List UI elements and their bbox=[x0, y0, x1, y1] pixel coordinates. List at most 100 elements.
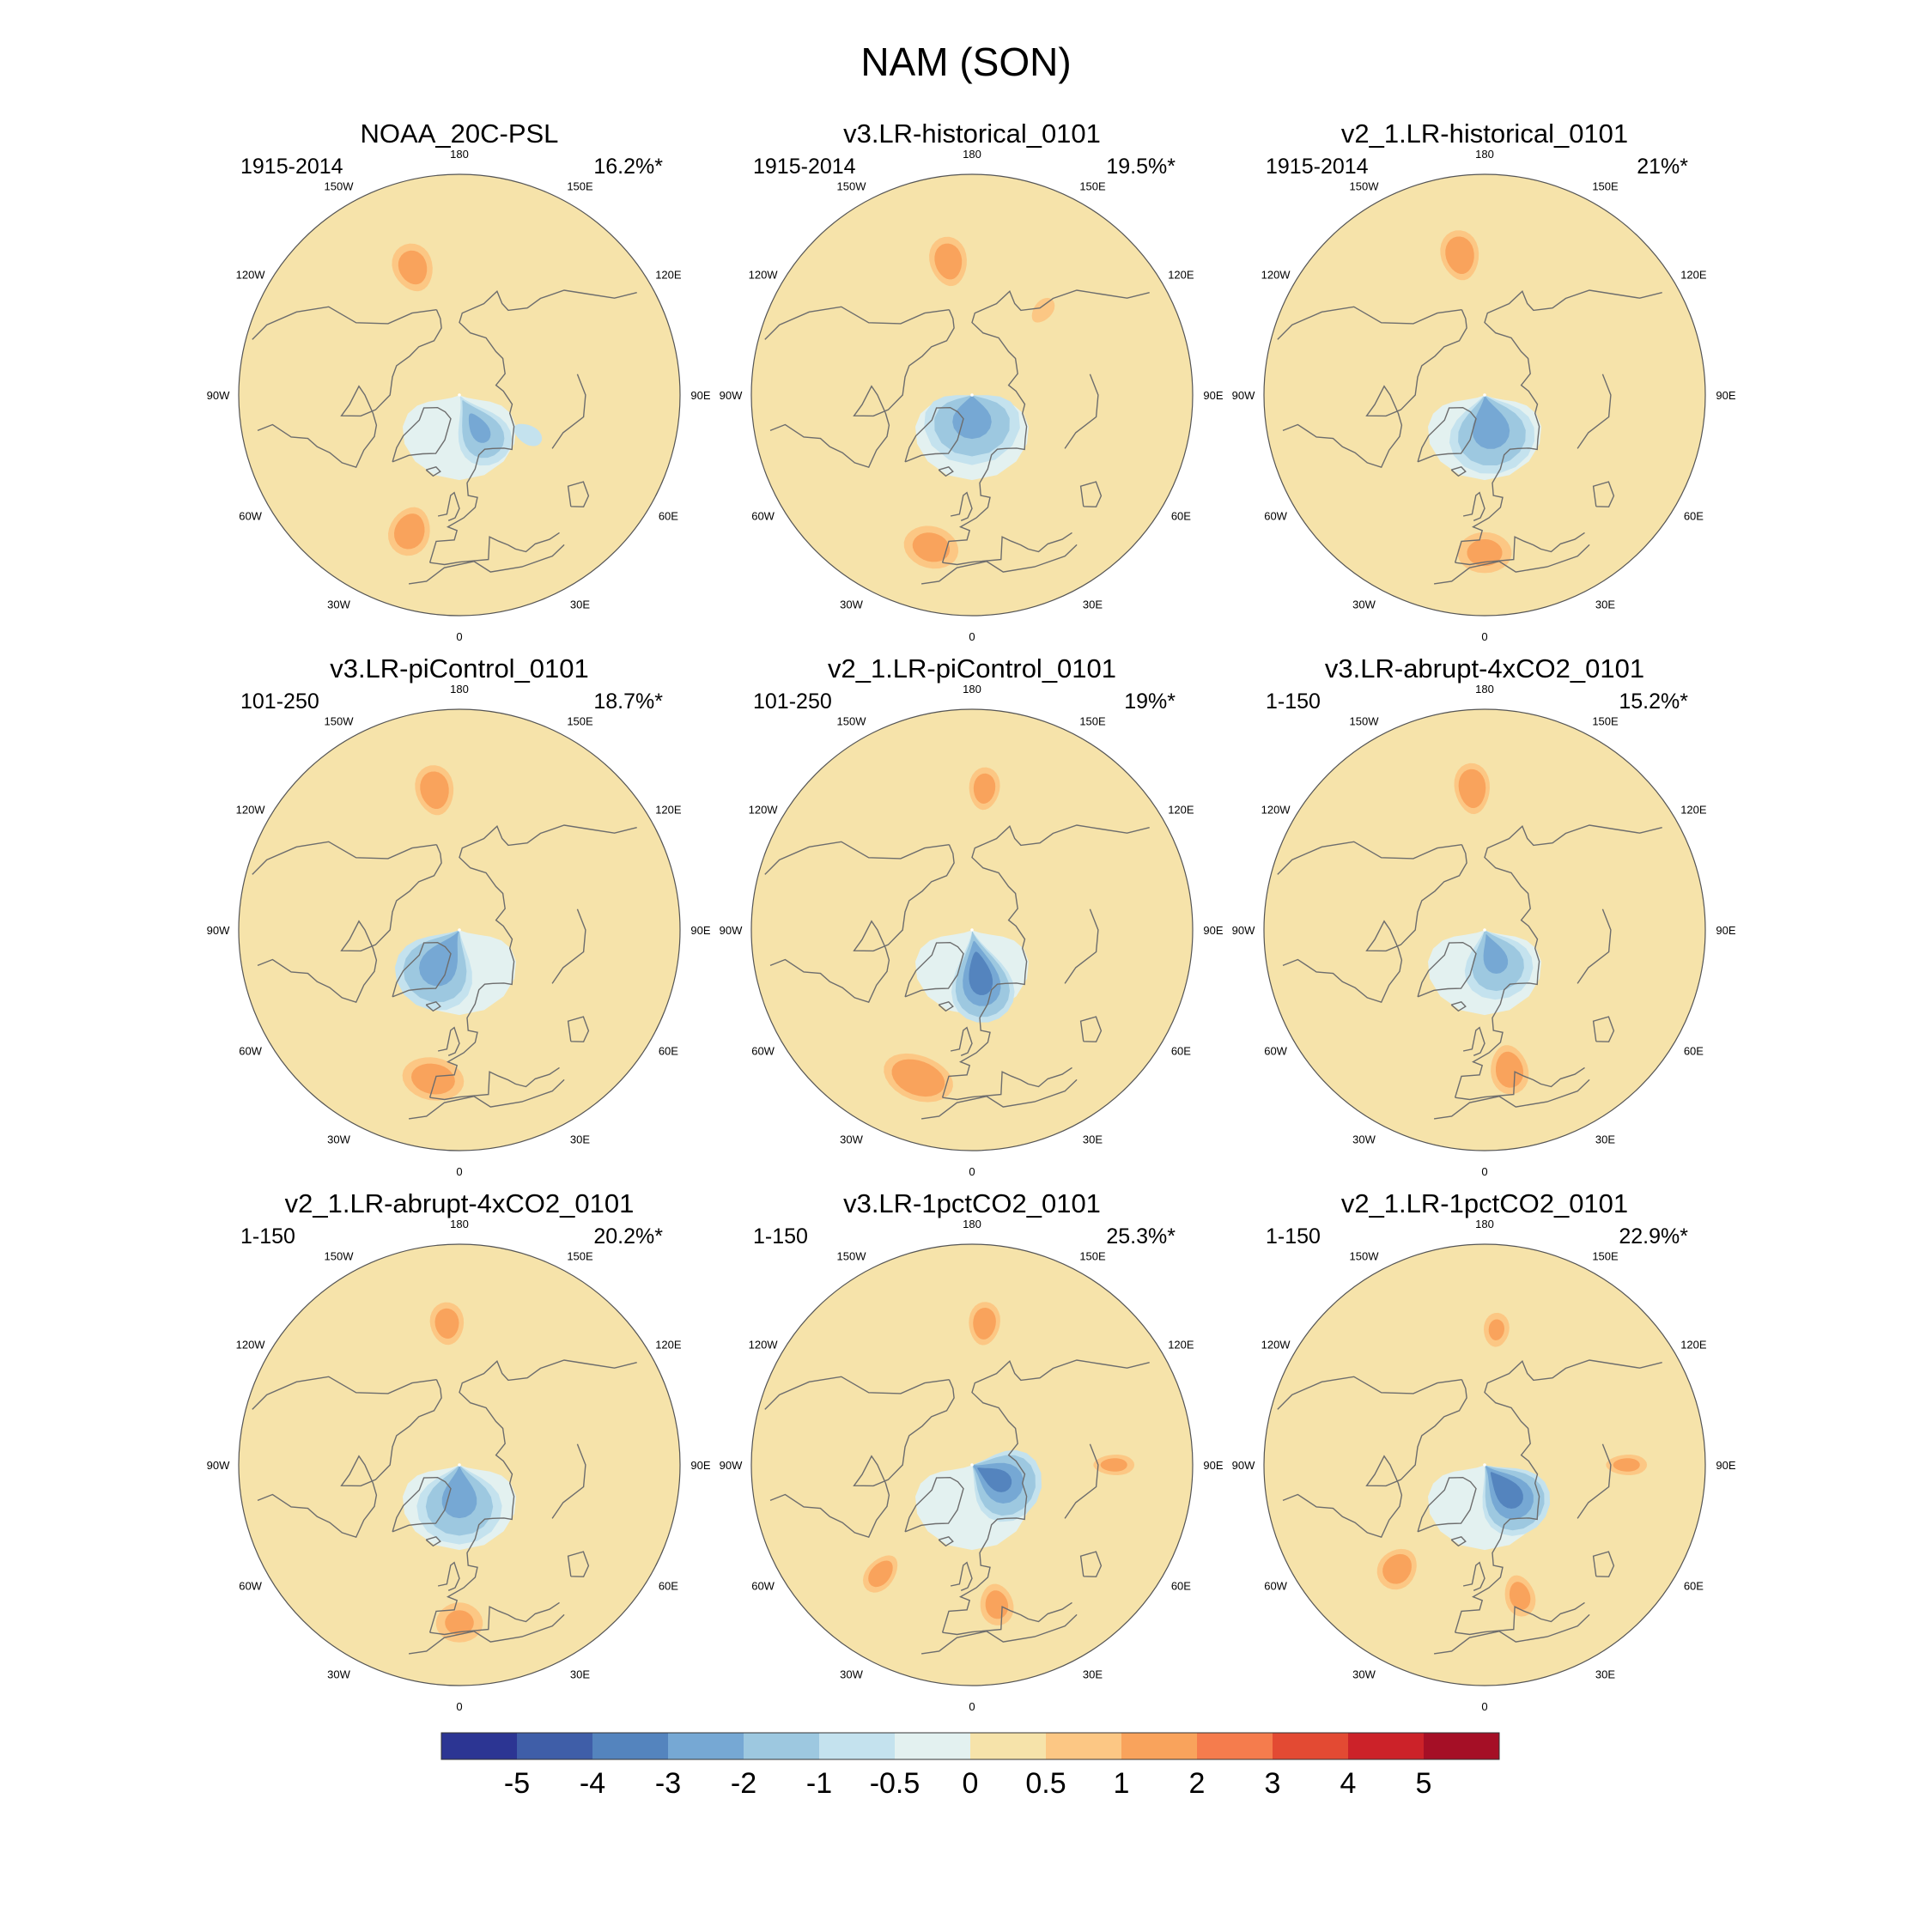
longitude-label: 30E bbox=[1595, 1668, 1615, 1680]
colorbar-tick-label: -1 bbox=[806, 1767, 832, 1800]
longitude-label: 0 bbox=[969, 630, 975, 643]
coastline bbox=[428, 289, 637, 563]
longitude-label: 60E bbox=[659, 510, 678, 523]
longitude-label: 30W bbox=[840, 1133, 863, 1145]
panel-grid: 180 150E 120E 90E 60E 30E 0 30W 60W 90W 120W 150W NO… bbox=[207, 118, 1736, 1713]
longitude-label: 150E bbox=[1592, 715, 1619, 728]
longitude-label: 90E bbox=[1203, 389, 1223, 402]
coastline bbox=[938, 466, 954, 477]
coastline bbox=[950, 491, 973, 521]
longitude-label: 90W bbox=[1232, 389, 1255, 402]
positive-anomaly-contour bbox=[1488, 1319, 1504, 1340]
longitude-label: 180 bbox=[963, 683, 981, 696]
coastline bbox=[437, 1561, 460, 1591]
variance-label: 19.5%* bbox=[1106, 155, 1176, 179]
coastline bbox=[392, 941, 452, 998]
longitude-label: 150E bbox=[567, 180, 593, 193]
coastline bbox=[764, 841, 950, 875]
coastline bbox=[938, 1536, 954, 1547]
coastline bbox=[1064, 374, 1099, 449]
variance-label: 15.2%* bbox=[1619, 690, 1688, 714]
coastline bbox=[428, 1359, 637, 1633]
coastline bbox=[904, 406, 964, 463]
colorbar-swatch bbox=[1424, 1733, 1499, 1759]
longitude-label: 150E bbox=[567, 715, 593, 728]
longitude-label: 30W bbox=[327, 1668, 350, 1680]
colorbar-tick-label: 5 bbox=[1416, 1767, 1432, 1800]
map-boundary bbox=[750, 173, 1194, 617]
longitude-label: 90E bbox=[690, 924, 710, 937]
longitude-label: 120W bbox=[1261, 804, 1291, 817]
pole-marker bbox=[970, 1463, 974, 1467]
pole-marker bbox=[458, 928, 461, 932]
map-panel: 180 150E 120E 90E 60E 30E 0 30W 60W 90W 120W 150W v2… bbox=[1232, 1188, 1736, 1713]
coastline bbox=[1592, 1016, 1615, 1042]
longitude-label: 0 bbox=[969, 1165, 975, 1178]
pole-marker bbox=[1483, 1463, 1486, 1467]
longitude-label: 150E bbox=[1079, 715, 1106, 728]
map-panel: 180 150E 120E 90E 60E 30E 0 30W 60W 90W 120W 150W v2… bbox=[207, 1188, 711, 1713]
coastline bbox=[941, 1359, 1150, 1633]
map-boundary bbox=[1263, 1243, 1706, 1686]
coastline bbox=[252, 306, 437, 340]
negative-anomaly-contour bbox=[952, 396, 992, 440]
longitude-label: 60E bbox=[1171, 510, 1191, 523]
longitude-label: 90W bbox=[207, 389, 230, 402]
longitude-label: 180 bbox=[450, 1218, 469, 1230]
colorbar-tick-label: 2 bbox=[1189, 1767, 1206, 1800]
longitude-label: 90W bbox=[720, 389, 743, 402]
longitude-label: 30W bbox=[327, 598, 350, 611]
longitude-label: 150W bbox=[837, 1250, 867, 1263]
positive-anomaly-contour bbox=[868, 1560, 893, 1588]
longitude-label: 30E bbox=[1083, 598, 1103, 611]
negative-anomaly-contour bbox=[513, 423, 543, 447]
positive-anomaly-contour bbox=[1100, 1458, 1127, 1472]
map-panel: 180 150E 120E 90E 60E 30E 0 30W 60W 90W 120W 150W v3… bbox=[720, 1188, 1224, 1713]
longitude-label: 90E bbox=[1203, 924, 1223, 937]
coastline bbox=[257, 309, 442, 469]
longitude-label: 0 bbox=[456, 630, 462, 643]
coastline bbox=[764, 306, 950, 340]
panel-title: v2_1.LR-1pctCO2_0101 bbox=[1341, 1188, 1628, 1218]
positive-anomaly-contour bbox=[394, 513, 425, 550]
panel-title: v3.LR-piControl_0101 bbox=[330, 653, 589, 683]
longitude-label: 120W bbox=[1261, 269, 1291, 282]
coastline bbox=[1577, 908, 1612, 984]
longitude-label: 120W bbox=[749, 804, 779, 817]
positive-anomaly-contour bbox=[1467, 539, 1503, 567]
coastline bbox=[1277, 841, 1462, 875]
coastline bbox=[1277, 1376, 1462, 1410]
coastline bbox=[769, 844, 955, 1004]
colorbar-tick-label: -3 bbox=[655, 1767, 681, 1800]
longitude-label: 180 bbox=[1475, 1218, 1494, 1230]
colorbar-tick-label: 4 bbox=[1340, 1767, 1357, 1800]
longitude-label: 30E bbox=[1083, 1668, 1103, 1680]
coastline bbox=[1064, 908, 1099, 984]
longitude-label: 120W bbox=[236, 1339, 266, 1352]
longitude-label: 180 bbox=[1475, 148, 1494, 161]
longitude-label: 90W bbox=[1232, 924, 1255, 937]
coastline bbox=[1592, 481, 1615, 507]
longitude-label: 150W bbox=[325, 715, 355, 728]
coastline bbox=[392, 406, 452, 463]
longitude-label: 30E bbox=[570, 1133, 590, 1145]
positive-anomaly-contour bbox=[1458, 769, 1486, 809]
longitude-label: 150E bbox=[567, 1250, 593, 1263]
coastline bbox=[1282, 844, 1467, 1004]
coastline bbox=[551, 1443, 586, 1519]
coastline bbox=[252, 1376, 437, 1410]
longitude-label: 0 bbox=[456, 1700, 462, 1713]
coastline bbox=[1282, 309, 1467, 469]
map-boundary bbox=[238, 1243, 681, 1686]
longitude-label: 150W bbox=[837, 715, 867, 728]
longitude-label: 0 bbox=[1481, 630, 1487, 643]
longitude-label: 90E bbox=[1203, 1459, 1223, 1472]
period-label: 1-150 bbox=[240, 1224, 295, 1249]
longitude-label: 60E bbox=[1684, 1045, 1704, 1058]
positive-anomaly-contour bbox=[398, 250, 428, 285]
longitude-label: 120E bbox=[655, 804, 682, 817]
colorbar-swatch bbox=[895, 1733, 970, 1759]
period-label: 1915-2014 bbox=[1266, 155, 1369, 179]
coastline bbox=[252, 841, 437, 875]
coastline bbox=[1282, 1379, 1467, 1539]
